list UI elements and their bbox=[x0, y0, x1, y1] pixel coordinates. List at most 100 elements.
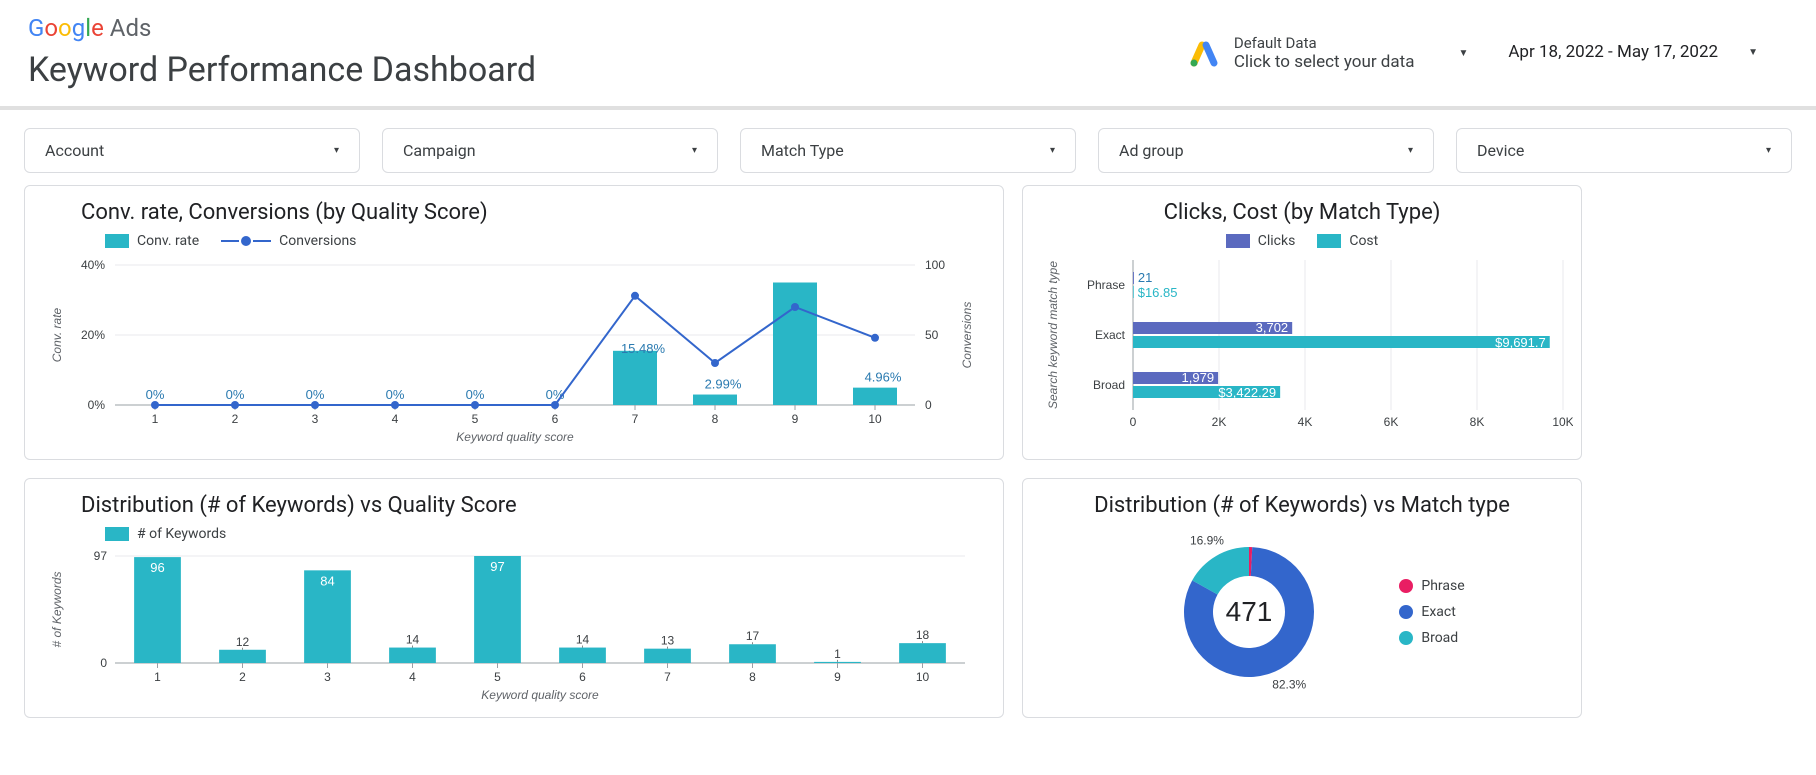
legend-cost: Cost bbox=[1317, 233, 1378, 249]
chart-title: Distribution (# of Keywords) vs Match ty… bbox=[1043, 493, 1561, 518]
svg-text:7: 7 bbox=[632, 412, 639, 426]
legend-phrase: Phrase bbox=[1399, 578, 1464, 594]
svg-text:20%: 20% bbox=[81, 328, 105, 342]
svg-text:17: 17 bbox=[746, 629, 760, 643]
svg-text:9: 9 bbox=[834, 670, 841, 684]
legend-label: Conversions bbox=[279, 233, 356, 249]
svg-text:10: 10 bbox=[868, 412, 882, 426]
svg-text:97: 97 bbox=[490, 559, 504, 574]
svg-text:96: 96 bbox=[150, 560, 164, 575]
svg-text:0: 0 bbox=[925, 398, 932, 412]
chart-conv-svg: 0%20%40%05010010%20%30%40%50%60%715.48%8… bbox=[45, 255, 985, 445]
filter-label: Ad group bbox=[1119, 141, 1184, 160]
svg-text:Conv. rate: Conv. rate bbox=[50, 307, 64, 362]
chart-legend: # of Keywords bbox=[45, 526, 983, 542]
header-left: Google Ads Keyword Performance Dashboard bbox=[28, 14, 1188, 90]
svg-text:50: 50 bbox=[925, 328, 939, 342]
chevron-down-icon: ▾ bbox=[1050, 145, 1055, 156]
chevron-down-icon: ▾ bbox=[334, 145, 339, 156]
svg-text:0%: 0% bbox=[88, 398, 106, 412]
date-range-selector[interactable]: Apr 18, 2022 - May 17, 2022 ▼ bbox=[1508, 14, 1788, 62]
svg-text:13: 13 bbox=[661, 634, 675, 648]
svg-text:Broad: Broad bbox=[1093, 378, 1125, 392]
chart-legend: Conv. rate Conversions bbox=[45, 233, 983, 249]
svg-text:3: 3 bbox=[312, 412, 319, 426]
svg-text:8: 8 bbox=[749, 670, 756, 684]
svg-text:1,979: 1,979 bbox=[1182, 370, 1215, 385]
svg-text:0%: 0% bbox=[226, 387, 245, 402]
chevron-down-icon: ▾ bbox=[1408, 145, 1413, 156]
svg-text:3: 3 bbox=[324, 670, 331, 684]
svg-text:5: 5 bbox=[472, 412, 479, 426]
google-logo: Google bbox=[28, 14, 104, 42]
svg-text:9: 9 bbox=[792, 412, 799, 426]
filter-device[interactable]: Device▾ bbox=[1456, 128, 1792, 173]
svg-text:4: 4 bbox=[392, 412, 399, 426]
card-clicks-cost-match-type: Clicks, Cost (by Match Type) Clicks Cost… bbox=[1022, 185, 1582, 460]
filter-label: Campaign bbox=[403, 141, 476, 160]
svg-text:84: 84 bbox=[320, 573, 334, 588]
svg-text:4K: 4K bbox=[1298, 415, 1313, 429]
svg-text:6: 6 bbox=[579, 670, 586, 684]
logo: Google Ads bbox=[28, 14, 1188, 42]
data-selector-label: Default Data bbox=[1234, 34, 1415, 52]
legend-conversions: Conversions bbox=[221, 233, 356, 249]
legend-swatch bbox=[1226, 234, 1250, 248]
header: Google Ads Keyword Performance Dashboard… bbox=[0, 0, 1816, 110]
svg-text:16.9%: 16.9% bbox=[1190, 533, 1224, 547]
data-source-selector[interactable]: Default Data Click to select your data ▼ bbox=[1188, 14, 1509, 72]
legend-broad: Broad bbox=[1399, 630, 1464, 646]
chevron-down-icon: ▼ bbox=[1748, 47, 1758, 58]
donut-row: 82.3% 16.9% 471 Phrase Exact Broad bbox=[1043, 526, 1561, 692]
svg-text:15.48%: 15.48% bbox=[621, 341, 666, 356]
svg-text:8: 8 bbox=[712, 412, 719, 426]
page-title: Keyword Performance Dashboard bbox=[28, 50, 1188, 90]
svg-text:$9,691.7: $9,691.7 bbox=[1495, 335, 1546, 350]
svg-text:1: 1 bbox=[154, 670, 161, 684]
chart-title: Distribution (# of Keywords) vs Quality … bbox=[45, 493, 983, 518]
chart-title: Clicks, Cost (by Match Type) bbox=[1043, 200, 1561, 225]
svg-text:Keyword quality score: Keyword quality score bbox=[481, 688, 599, 702]
legend-keywords: # of Keywords bbox=[105, 526, 226, 542]
filter-campaign[interactable]: Campaign▾ bbox=[382, 128, 718, 173]
legend-line-seg bbox=[253, 240, 271, 242]
svg-text:10: 10 bbox=[916, 670, 930, 684]
donut-legend: Phrase Exact Broad bbox=[1399, 578, 1464, 646]
svg-text:$3,422.29: $3,422.29 bbox=[1218, 385, 1276, 400]
chart-title: Conv. rate, Conversions (by Quality Scor… bbox=[45, 200, 983, 225]
svg-text:0%: 0% bbox=[306, 387, 325, 402]
filter-account[interactable]: Account ▾ bbox=[24, 128, 360, 173]
filter-ad-group[interactable]: Ad group ▾ bbox=[1098, 128, 1434, 173]
google-ads-icon bbox=[1188, 37, 1220, 69]
svg-text:14: 14 bbox=[576, 633, 590, 647]
svg-text:3,702: 3,702 bbox=[1256, 320, 1289, 335]
svg-text:8K: 8K bbox=[1470, 415, 1485, 429]
svg-text:2: 2 bbox=[239, 670, 246, 684]
svg-text:4.96%: 4.96% bbox=[865, 370, 902, 385]
svg-text:7: 7 bbox=[664, 670, 671, 684]
filter-label: Account bbox=[45, 141, 104, 160]
svg-text:2: 2 bbox=[232, 412, 239, 426]
svg-text:97: 97 bbox=[94, 549, 108, 563]
filter-label: Device bbox=[1477, 141, 1524, 160]
chevron-down-icon: ▼ bbox=[1458, 48, 1468, 59]
svg-text:471: 471 bbox=[1226, 596, 1273, 627]
legend-swatch bbox=[1399, 579, 1413, 593]
card-dist-keywords-quality: Distribution (# of Keywords) vs Quality … bbox=[24, 478, 1004, 718]
svg-text:0%: 0% bbox=[146, 387, 165, 402]
filter-label: Match Type bbox=[761, 141, 844, 160]
filter-match-type[interactable]: Match Type ▾ bbox=[740, 128, 1076, 173]
legend-label: Broad bbox=[1421, 630, 1458, 646]
svg-text:82.3%: 82.3% bbox=[1273, 678, 1307, 692]
legend-swatch bbox=[1399, 631, 1413, 645]
svg-text:14: 14 bbox=[406, 633, 420, 647]
svg-text:5: 5 bbox=[494, 670, 501, 684]
svg-text:0: 0 bbox=[100, 656, 107, 670]
legend-exact: Exact bbox=[1399, 604, 1464, 620]
filter-bar: Account ▾ Campaign▾ Match Type ▾ Ad group ▾… bbox=[0, 110, 1816, 185]
legend-line-seg bbox=[221, 240, 239, 242]
svg-text:Keyword quality score: Keyword quality score bbox=[456, 430, 574, 444]
svg-text:$16.85: $16.85 bbox=[1138, 285, 1178, 300]
chart-donut-svg: 82.3% 16.9% 471 bbox=[1139, 532, 1359, 692]
legend-label: Clicks bbox=[1258, 233, 1296, 249]
